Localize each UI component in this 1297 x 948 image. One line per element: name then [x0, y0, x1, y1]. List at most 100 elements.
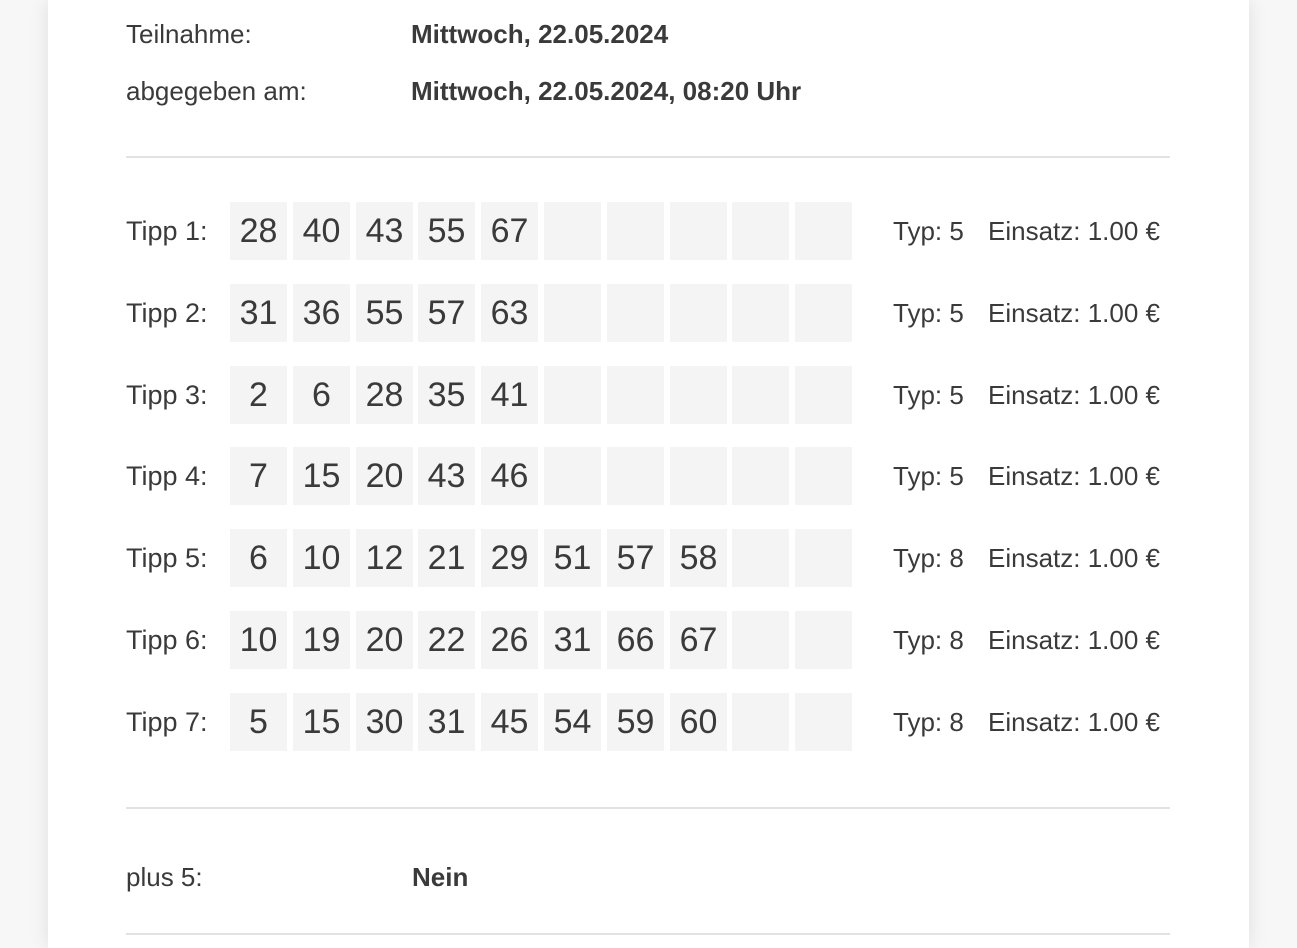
tipp-number-cell [795, 366, 852, 424]
tipp-number-cell: 36 [293, 284, 350, 342]
tipp-number-cell: 46 [481, 447, 538, 505]
tipp-number-cell [607, 447, 664, 505]
tipp-typ: Typ: 5 [893, 216, 964, 246]
tipp-number-cell [732, 366, 789, 424]
tipp-number-cell: 28 [356, 366, 413, 424]
tipp-label: Tipp 3: [126, 380, 208, 410]
tipp-number-cell: 63 [481, 284, 538, 342]
tipp-number-cell: 43 [418, 447, 475, 505]
tipp-number-cell [795, 284, 852, 342]
tipp-row: Tipp 1: 28 40 43 55 67 Typ: 5 Einsatz: 1.00 € [126, 202, 1170, 260]
tipp-number-cell: 57 [418, 284, 475, 342]
tipp-number-cell: 10 [293, 529, 350, 587]
teilnahme-value: Mittwoch, 22.05.2024 [411, 19, 669, 49]
tipp-number-cell: 5 [230, 693, 287, 751]
abgegeben-value: Mittwoch, 22.05.2024, 08:20 Uhr [411, 76, 802, 106]
tipp-number-cell: 43 [356, 202, 413, 260]
tipp-number-cell: 26 [481, 611, 538, 669]
tipp-number-cell: 45 [481, 693, 538, 751]
tipp-number-cell: 29 [481, 529, 538, 587]
tipp-number-cell [795, 693, 852, 751]
tipp-number-cell: 67 [481, 202, 538, 260]
abgegeben-label: abgegeben am: [126, 76, 307, 106]
tipp-number-cell [795, 611, 852, 669]
tipp-label: Tipp 5: [126, 543, 208, 573]
tipp-number-cell: 10 [230, 611, 287, 669]
tipp-number-cell [607, 284, 664, 342]
ticket-card: Teilnahme: Mittwoch, 22.05.2024 abgegebe… [48, 0, 1249, 948]
tipp-number-cell: 31 [418, 693, 475, 751]
tipp-number-cell: 35 [418, 366, 475, 424]
tipp-number-cell: 7 [230, 447, 287, 505]
tipp-number-cell [732, 611, 789, 669]
tipp-number-cell: 40 [293, 202, 350, 260]
tipp-row: Tipp 2: 31 36 55 57 63 Typ: 5 Einsatz: 1.00 € [126, 284, 1170, 342]
tipp-number-cell [732, 284, 789, 342]
tipp-number-cell: 21 [418, 529, 475, 587]
tipp-number-cell: 20 [356, 447, 413, 505]
tipp-number-cell: 15 [293, 693, 350, 751]
tipp-number-cell: 6 [293, 366, 350, 424]
tipp-einsatz: Einsatz: 1.00 € [988, 543, 1160, 573]
tipp-number-cell [607, 202, 664, 260]
tipp-number-cell: 57 [607, 529, 664, 587]
tipp-number-cell: 58 [670, 529, 727, 587]
tipp-number-cell: 55 [356, 284, 413, 342]
tipp-number-cell: 30 [356, 693, 413, 751]
tipp-number-cell [544, 447, 601, 505]
tipp-row: Tipp 5: 6 10 12 21 29 51 57 58 Typ: 8 Einsatz: 1.0… [126, 529, 1170, 587]
tipp-einsatz: Einsatz: 1.00 € [988, 298, 1160, 328]
tipp-number-cell: 20 [356, 611, 413, 669]
divider-middle [126, 807, 1170, 809]
tipp-typ: Typ: 8 [893, 543, 964, 573]
tipp-number-cell: 2 [230, 366, 287, 424]
tipp-number-cell [670, 202, 727, 260]
tipp-einsatz: Einsatz: 1.00 € [988, 380, 1160, 410]
tipp-number-cell [670, 284, 727, 342]
tipp-number-cell: 12 [356, 529, 413, 587]
tipp-number-cell: 66 [607, 611, 664, 669]
tipp-label: Tipp 2: [126, 298, 208, 328]
tipp-number-cell: 31 [230, 284, 287, 342]
tipp-row: Tipp 6: 10 19 20 22 26 31 66 67 Typ: 8 Einsatz: 1.… [126, 611, 1170, 669]
tipp-number-cell: 22 [418, 611, 475, 669]
tipp-einsatz: Einsatz: 1.00 € [988, 707, 1160, 737]
tipp-number-cell: 41 [481, 366, 538, 424]
tipp-number-cell: 15 [293, 447, 350, 505]
tipp-number-cell: 54 [544, 693, 601, 751]
tipp-typ: Typ: 5 [893, 380, 964, 410]
tipp-number-cell: 59 [607, 693, 664, 751]
teilnahme-label: Teilnahme: [126, 19, 252, 49]
tipp-number-cell [670, 447, 727, 505]
tipp-label: Tipp 1: [126, 216, 208, 246]
tipp-number-cell: 6 [230, 529, 287, 587]
tipp-number-cell [795, 447, 852, 505]
tipp-number-cell: 51 [544, 529, 601, 587]
tipp-label: Tipp 6: [126, 625, 208, 655]
tipp-typ: Typ: 5 [893, 461, 964, 491]
tipp-typ: Typ: 5 [893, 298, 964, 328]
tipp-number-cell [795, 202, 852, 260]
tipp-number-cell: 19 [293, 611, 350, 669]
tipp-typ: Typ: 8 [893, 625, 964, 655]
tipp-number-cell [670, 366, 727, 424]
tipp-number-cell [732, 693, 789, 751]
tipp-number-cell [544, 202, 601, 260]
plus5-label: plus 5: [126, 862, 203, 892]
tipp-number-cell [544, 284, 601, 342]
tipp-number-cell [732, 202, 789, 260]
plus5-value: Nein [412, 862, 469, 892]
tipp-number-cell: 67 [670, 611, 727, 669]
tipp-number-cell [795, 529, 852, 587]
divider-top [126, 156, 1170, 158]
tipp-row: Tipp 4: 7 15 20 43 46 Typ: 5 Einsatz: 1.00 € [126, 447, 1170, 505]
tipp-number-cell [732, 529, 789, 587]
tipp-number-cell: 60 [670, 693, 727, 751]
tipp-number-cell [732, 447, 789, 505]
tipp-einsatz: Einsatz: 1.00 € [988, 216, 1160, 246]
tipp-typ: Typ: 8 [893, 707, 964, 737]
tipp-number-cell: 31 [544, 611, 601, 669]
tipp-number-cell [607, 366, 664, 424]
tipp-einsatz: Einsatz: 1.00 € [988, 625, 1160, 655]
tipp-row: Tipp 3: 2 6 28 35 41 Typ: 5 Einsatz: 1.00 € [126, 366, 1170, 424]
